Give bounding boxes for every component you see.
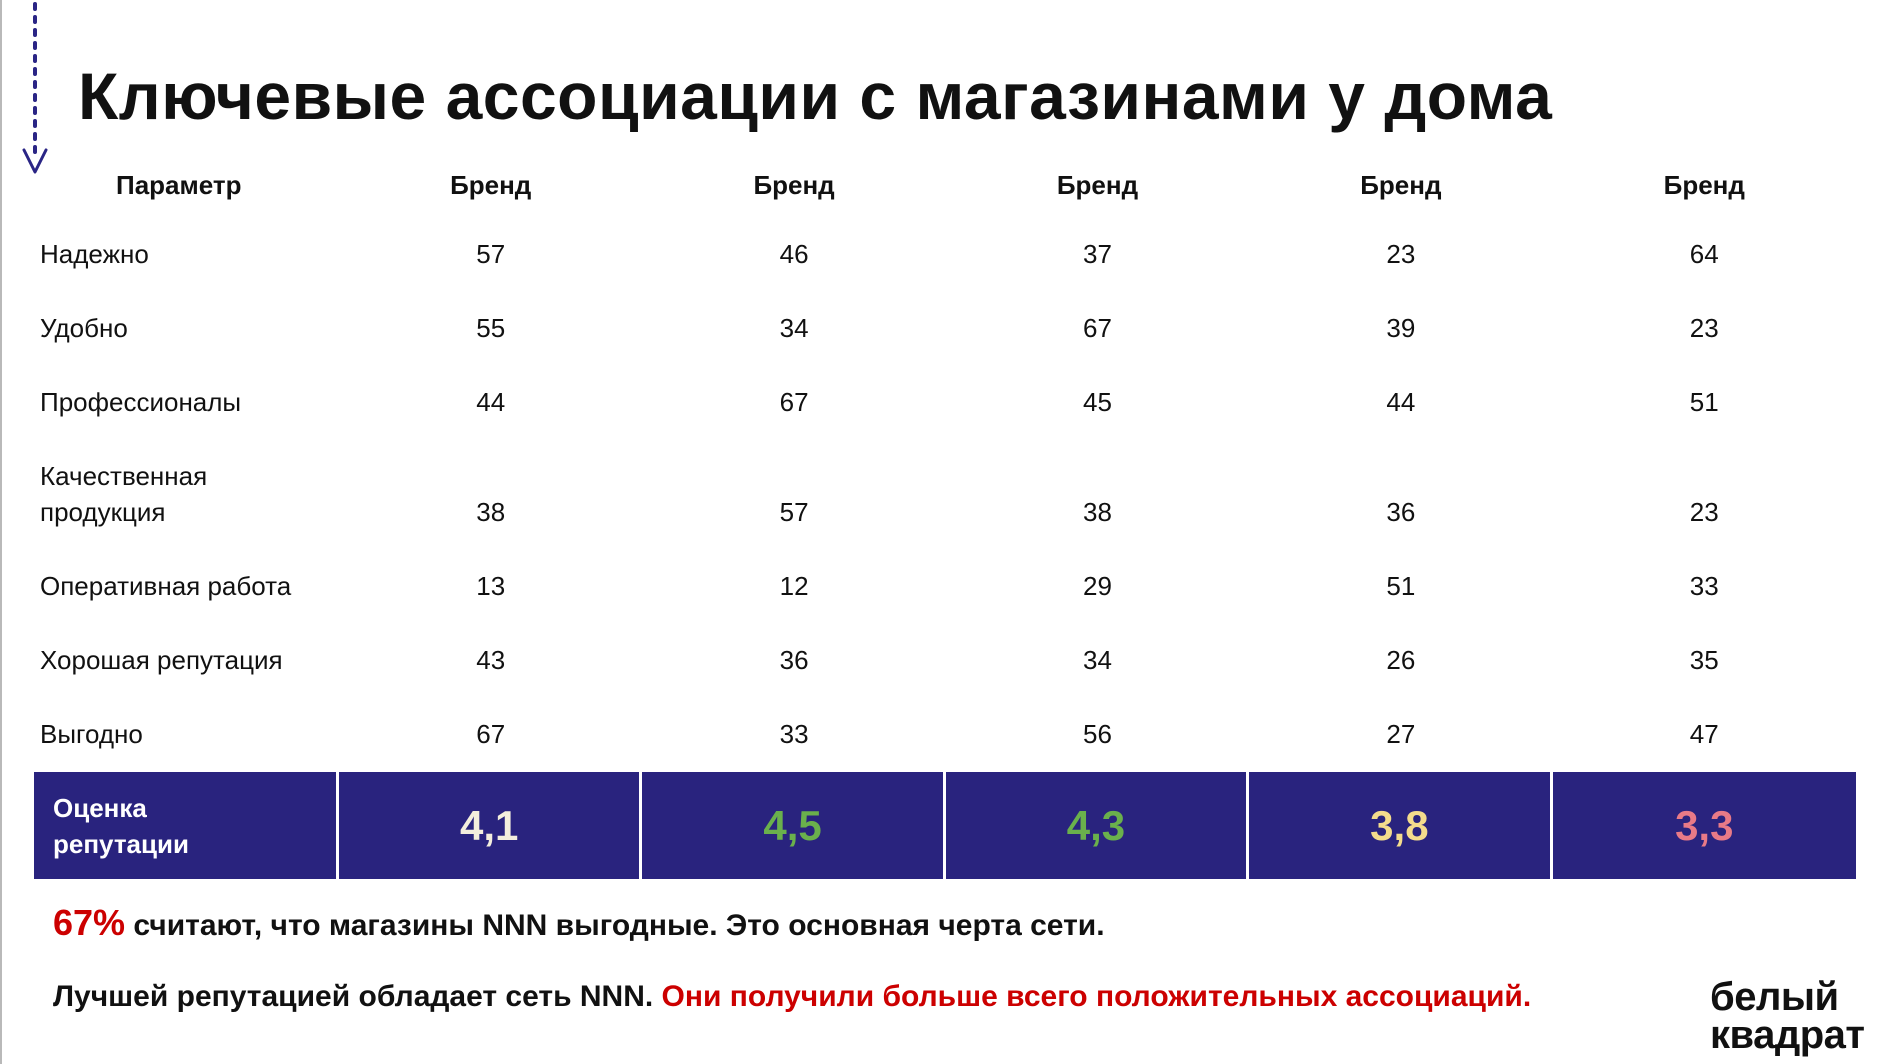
row-value: 47 [1689,719,1719,749]
row-value: 23 [1386,239,1416,269]
row-label: Оперативная работа [40,571,292,601]
row-value: 38 [476,497,506,527]
row-value: 12 [779,571,809,601]
row-value: 43 [476,645,506,675]
row-value: 51 [1689,387,1719,417]
row-value: 33 [1689,571,1719,601]
row-label: Надежно [40,239,149,269]
table-row: Выгодно 67 33 56 27 47 [34,690,1856,764]
row-value: 34 [779,313,809,343]
reputation-score-row: Оценка репутации 4,1 4,5 4,3 3,8 3,3 [34,772,1856,879]
row-label: Удобно [40,313,128,343]
brand-logo: белый квадрат [1710,975,1865,1057]
row-value: 36 [1386,497,1416,527]
row-label: Качественная продукция [40,461,208,527]
reputation-score-value: 4,3 [945,772,1250,879]
reputation-score-label: Оценка репутации [34,772,339,879]
reputation-score-value: 4,5 [642,772,946,879]
conclusion-line-1: 67% считают, что магазины NNN выгодные. … [53,902,1105,944]
table-row: Качественная продукция 38 57 38 36 23 [34,432,1856,542]
row-value: 55 [476,313,506,343]
row-value: 56 [1083,719,1112,749]
row-value: 57 [476,239,506,269]
row-value: 37 [1083,239,1112,269]
left-edge-rule [0,0,2,1064]
reputation-score-value: 3,3 [1552,772,1856,879]
row-value: 46 [779,239,809,269]
table-row: Профессионалы 44 67 45 44 51 [34,358,1856,432]
conclusion-text: считают, что магазины NNN выгодные. Это … [125,909,1105,942]
reputation-score-value: 3,8 [1249,772,1553,879]
row-value: 44 [1386,387,1416,417]
header-brand-3: Бренд [1056,169,1139,200]
row-value: 51 [1386,571,1416,601]
row-value: 35 [1689,645,1719,675]
table-row: Хорошая репутация 43 36 34 26 35 [34,616,1856,690]
header-brand-5: Бренд [1663,169,1745,200]
row-value: 26 [1386,645,1416,675]
row-value: 67 [1083,313,1112,343]
row-value: 13 [476,571,506,601]
row-value: 38 [1083,497,1112,527]
table-header: Параметр Бренд Бренд Бренд Бренд Бренд [34,160,1856,210]
reputation-score-value: 4,1 [339,772,643,879]
table-row: Удобно 55 34 67 39 23 [34,284,1856,358]
table-row: Оперативная работа 13 12 29 51 33 [34,542,1856,616]
table-row: Надежно 57 46 37 23 64 [34,210,1856,284]
row-value: 45 [1083,387,1112,417]
row-value: 23 [1689,497,1719,527]
row-value: 36 [779,645,809,675]
row-value: 33 [779,719,809,749]
highlight-percent: 67% [53,902,126,943]
row-value: 39 [1386,313,1416,343]
row-value: 34 [1083,645,1112,675]
row-label: Профессионалы [40,387,242,417]
row-value: 57 [779,497,809,527]
page-title: Ключевые ассоциации с магазинами у дома [78,59,1553,133]
row-value: 44 [476,387,506,417]
row-value: 27 [1386,719,1416,749]
row-label: Выгодно [40,719,143,749]
header-parameter: Параметр [116,169,242,200]
row-value: 67 [476,719,506,749]
header-brand-4: Бренд [1360,169,1442,200]
row-value: 67 [779,387,809,417]
header-brand-1: Бренд [450,169,532,200]
conclusion-highlight: Они получили больше всего положительных … [661,980,1532,1013]
conclusion-text: Лучшей репутацией обладает сеть NNN. [53,980,662,1013]
logo-line-1: белый [1710,975,1839,1019]
header-brand-2: Бренд [753,169,835,200]
row-value: 29 [1083,571,1112,601]
associations-table: Параметр Бренд Бренд Бренд Бренд Бренд Н… [34,160,1856,879]
conclusion-line-2: Лучшей репутацией обладает сеть NNN. Они… [53,980,1531,1014]
row-label: Хорошая репутация [40,645,283,675]
row-value: 23 [1689,313,1719,343]
dotted-down-arrow-icon [22,2,48,174]
logo-line-2: квадрат [1710,1013,1865,1057]
row-value: 64 [1689,239,1719,269]
